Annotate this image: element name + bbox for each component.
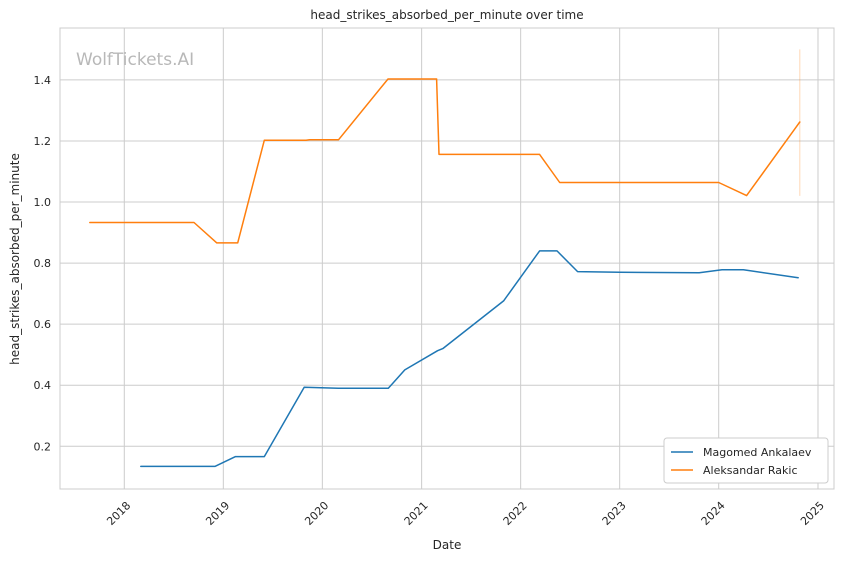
y-tick-label: 0.8 [34,257,52,270]
series-line-aleksandar-rakic [89,78,801,244]
x-axis-label: Date [433,538,462,552]
y-tick-label: 1.4 [34,74,52,87]
y-tick-label: 0.4 [34,379,52,392]
legend-box [663,437,829,484]
legend-label-magomed-ankalaev: Magomed Ankalaev [703,446,812,459]
y-tick-label: 1.0 [34,196,52,209]
y-tick-label: 1.2 [34,135,52,148]
legend: Magomed Ankalaev Aleksandar Rakic [663,437,829,484]
y-tick-label: 0.6 [34,318,52,331]
chart-title: head_strikes_absorbed_per_minute over ti… [310,8,583,22]
watermark-text: WolfTickets.AI [76,50,194,70]
plot-area [60,28,834,489]
series-lines [89,49,801,468]
legend-label-aleksandar-rakic: Aleksandar Rakic [703,464,798,477]
plot-frame [59,27,835,490]
series-line-magomed-ankalaev [140,250,799,468]
y-axis-label: head_strikes_absorbed_per_minute [8,153,22,365]
grid-lines [60,28,834,489]
y-tick-label: 0.2 [34,440,52,453]
